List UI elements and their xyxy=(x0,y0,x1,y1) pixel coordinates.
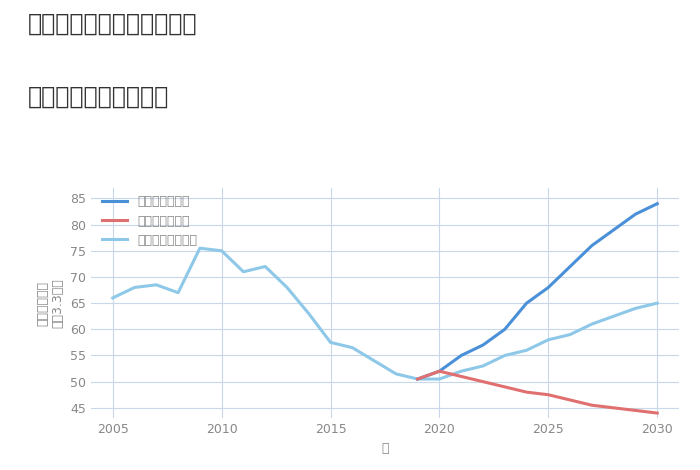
ノーマルシナリオ xyxy=(218,248,226,254)
バッドシナリオ xyxy=(457,374,466,379)
ノーマルシナリオ xyxy=(130,285,139,290)
ノーマルシナリオ xyxy=(544,337,552,343)
ノーマルシナリオ xyxy=(261,264,270,269)
ノーマルシナリオ xyxy=(392,371,400,376)
グッドシナリオ xyxy=(566,264,574,269)
グッドシナリオ xyxy=(479,342,487,348)
グッドシナリオ xyxy=(653,201,662,206)
Text: 三重県松阪市飯高町宮前の: 三重県松阪市飯高町宮前の xyxy=(28,12,197,36)
ノーマルシナリオ xyxy=(370,358,378,364)
Line: グッドシナリオ: グッドシナリオ xyxy=(418,204,657,379)
Line: ノーマルシナリオ: ノーマルシナリオ xyxy=(113,248,657,379)
バッドシナリオ xyxy=(414,376,422,382)
ノーマルシナリオ xyxy=(631,306,640,311)
ノーマルシナリオ xyxy=(283,285,291,290)
バッドシナリオ xyxy=(435,368,444,374)
バッドシナリオ xyxy=(500,384,509,390)
バッドシナリオ xyxy=(544,392,552,398)
グッドシナリオ xyxy=(435,368,444,374)
ノーマルシナリオ xyxy=(479,363,487,369)
バッドシナリオ xyxy=(566,397,574,403)
バッドシナリオ xyxy=(588,402,596,408)
ノーマルシナリオ xyxy=(304,311,313,316)
バッドシナリオ xyxy=(522,389,531,395)
Line: バッドシナリオ: バッドシナリオ xyxy=(418,371,657,413)
ノーマルシナリオ xyxy=(196,245,204,251)
ノーマルシナリオ xyxy=(435,376,444,382)
ノーマルシナリオ xyxy=(414,376,422,382)
グッドシナリオ xyxy=(588,243,596,248)
ノーマルシナリオ xyxy=(152,282,160,288)
ノーマルシナリオ xyxy=(348,345,356,351)
バッドシナリオ xyxy=(631,407,640,413)
ノーマルシナリオ xyxy=(610,313,618,319)
ノーマルシナリオ xyxy=(174,290,182,296)
X-axis label: 年: 年 xyxy=(382,442,388,454)
グッドシナリオ xyxy=(631,212,640,217)
グッドシナリオ xyxy=(457,352,466,358)
ノーマルシナリオ xyxy=(522,347,531,353)
ノーマルシナリオ xyxy=(326,340,335,345)
ノーマルシナリオ xyxy=(653,300,662,306)
グッドシナリオ xyxy=(544,285,552,290)
グッドシナリオ xyxy=(522,300,531,306)
Text: 中古戸建ての価格推移: 中古戸建ての価格推移 xyxy=(28,85,169,109)
ノーマルシナリオ xyxy=(457,368,466,374)
ノーマルシナリオ xyxy=(588,321,596,327)
ノーマルシナリオ xyxy=(108,295,117,301)
Y-axis label: 単価（万円）
坪（3.3㎡）: 単価（万円） 坪（3.3㎡） xyxy=(36,278,64,328)
Legend: グッドシナリオ, バッドシナリオ, ノーマルシナリオ: グッドシナリオ, バッドシナリオ, ノーマルシナリオ xyxy=(97,190,202,252)
グッドシナリオ xyxy=(610,227,618,233)
ノーマルシナリオ xyxy=(239,269,248,274)
ノーマルシナリオ xyxy=(566,332,574,337)
バッドシナリオ xyxy=(610,405,618,411)
グッドシナリオ xyxy=(414,376,422,382)
バッドシナリオ xyxy=(479,379,487,384)
グッドシナリオ xyxy=(500,327,509,332)
バッドシナリオ xyxy=(653,410,662,416)
ノーマルシナリオ xyxy=(500,352,509,358)
